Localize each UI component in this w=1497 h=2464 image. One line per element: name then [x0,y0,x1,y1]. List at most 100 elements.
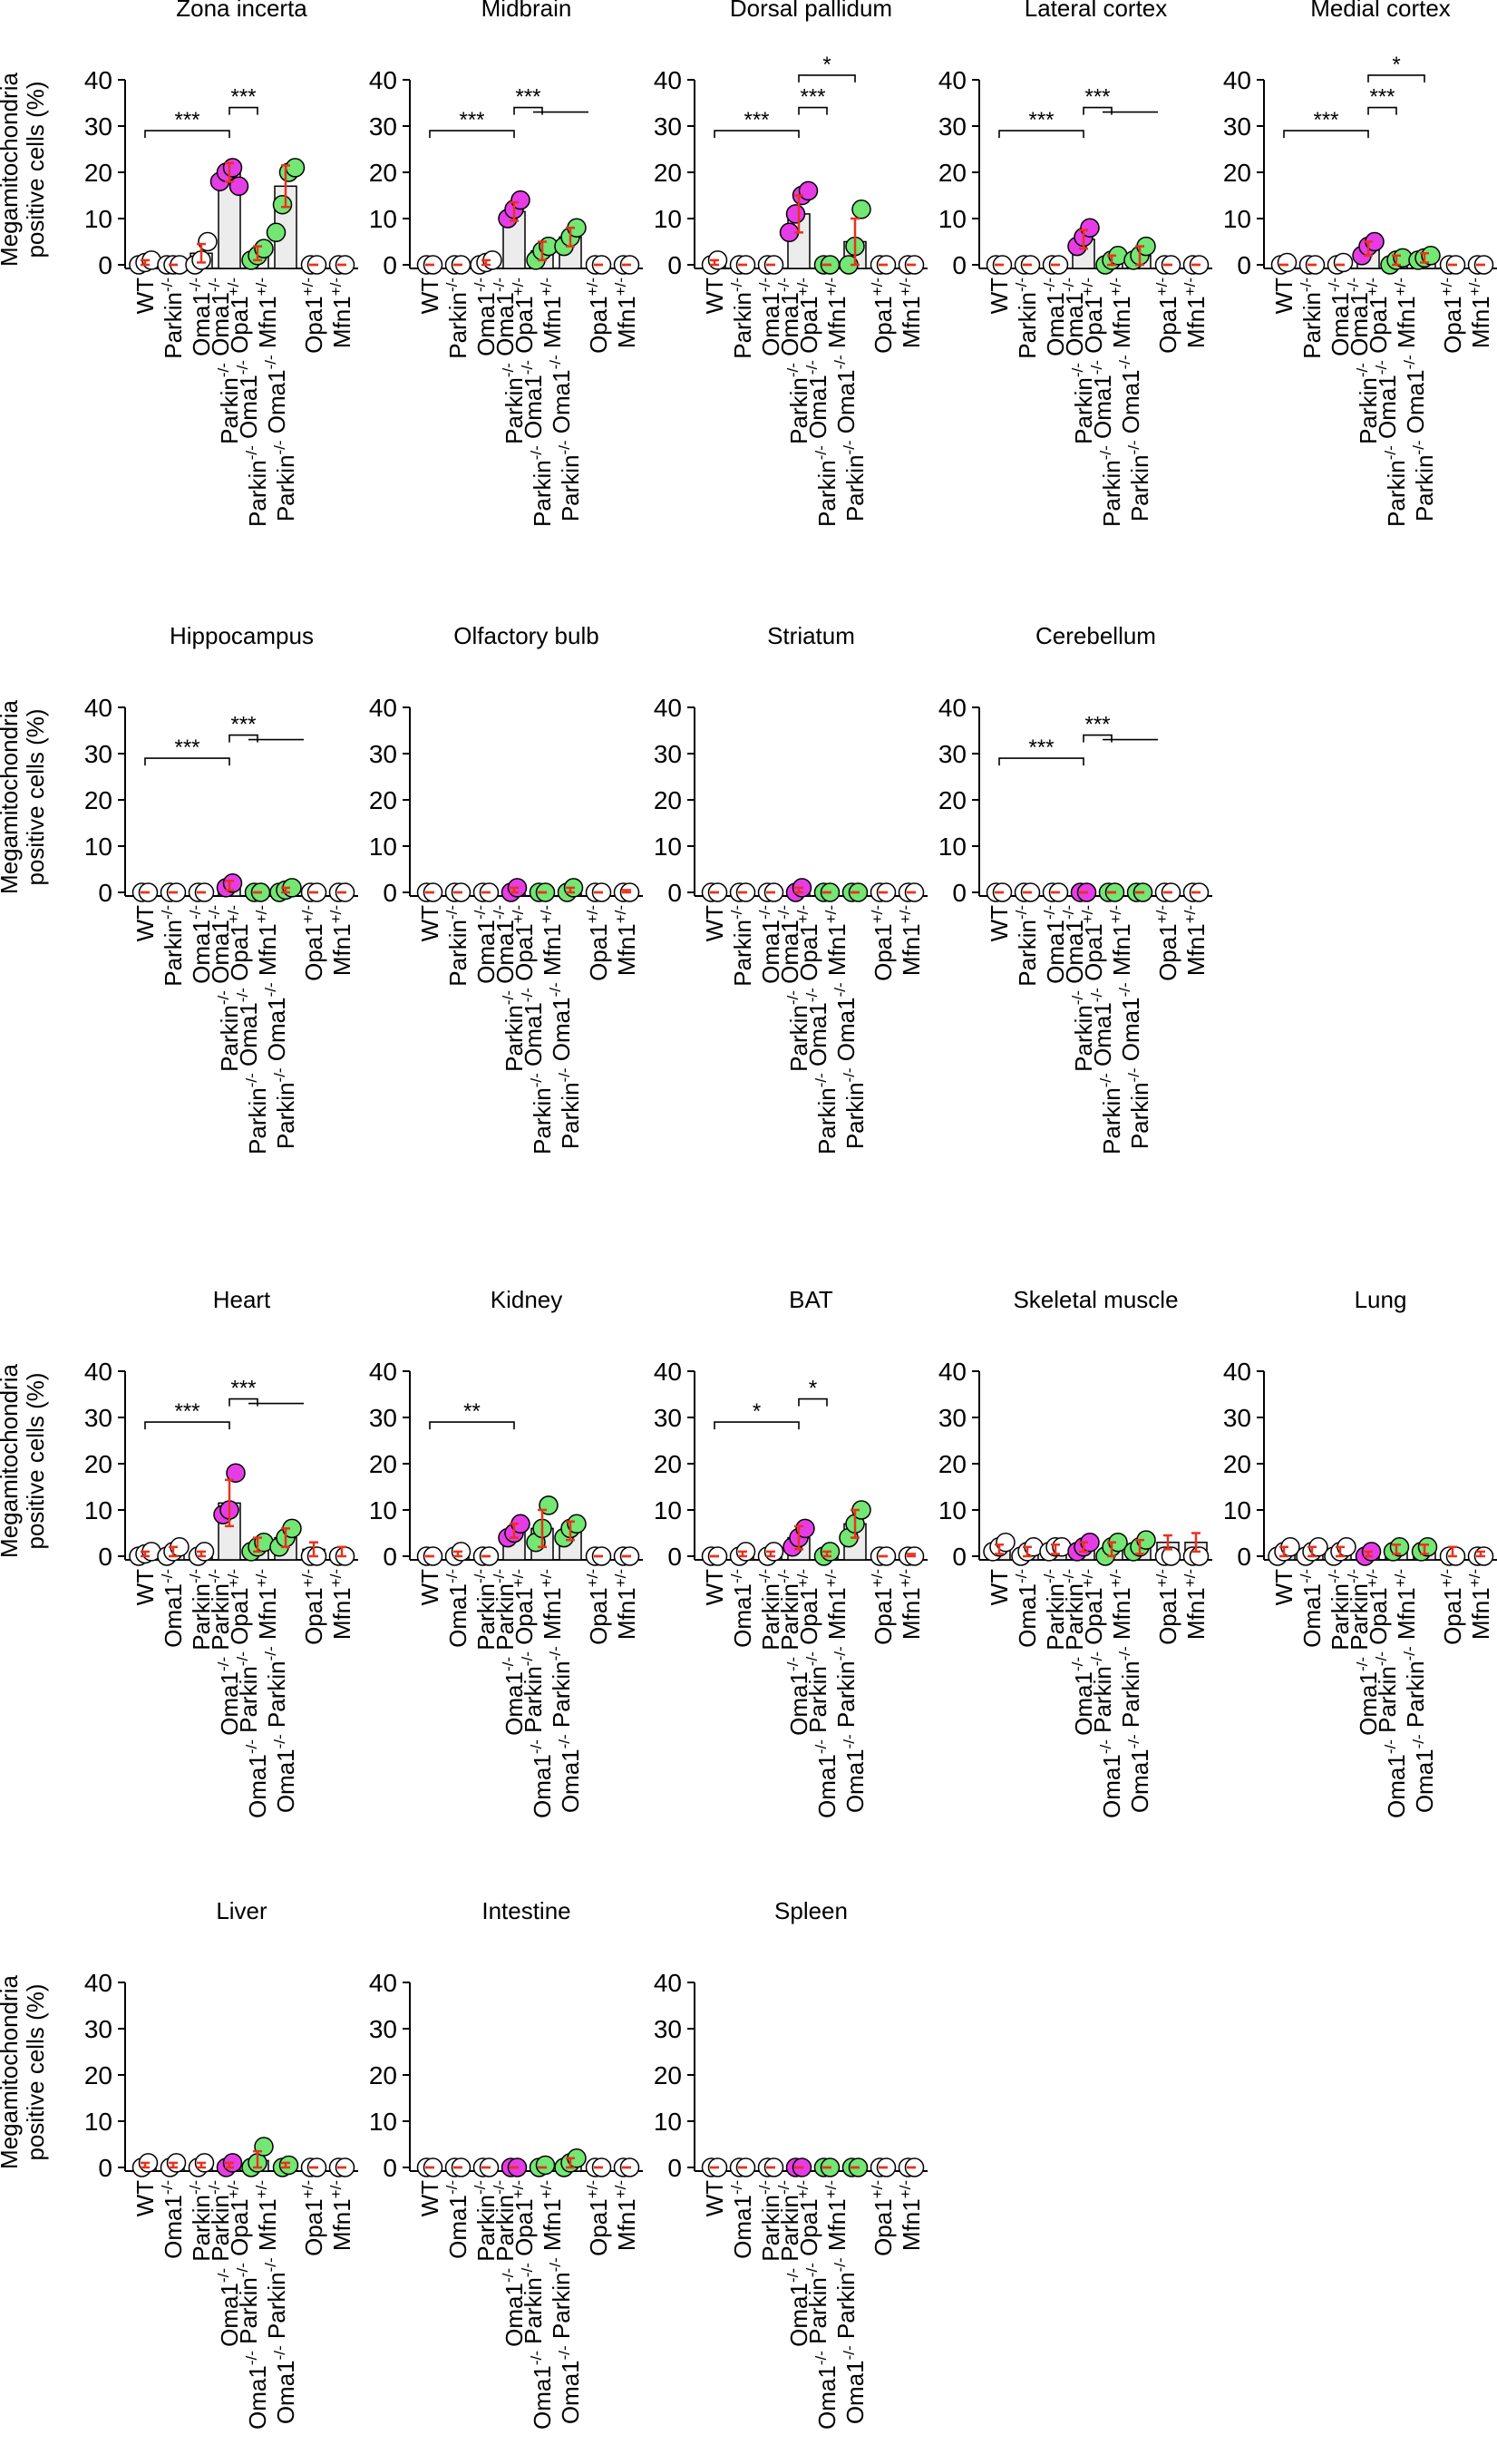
x-tick-label-superscript: +/- [612,905,629,923]
x-tick-label: Oma1-/- Parkin-/- [775,1569,812,1736]
x-tick-label-text: Mfn1 [254,1587,281,1646]
y-tick-label: 20 [84,159,112,187]
significance-bracket [798,74,856,83]
y-tick-label: 30 [369,740,397,768]
x-tick-label-superscript: -/- [784,990,802,1005]
x-tick-label-superscript: -/- [443,278,461,292]
x-tick-label-superscript: -/- [271,1734,288,1748]
chart-title: Medial cortex [1310,0,1451,22]
x-tick-label-superscript: -/- [500,2268,517,2283]
x-tick-label-text: Mfn1 [1467,1587,1494,1640]
y-tick-label: 10 [938,205,967,233]
x-tick-label-text: Opa1 [226,923,253,988]
x-tick-label: Parkin-/- [1298,278,1326,359]
x-tick-label-superscript: +/- [1466,1569,1483,1587]
x-tick-label: Opa1+/- [584,1569,612,1645]
x-tick-label-superscript: -/- [803,360,821,375]
x-tick-label-text: Parkin [160,920,187,987]
x-tick-label-text: Oma1 [1411,1748,1438,1813]
y-tick-label: 20 [369,786,397,814]
x-tick-label: Parkin-/- Oma1-/- Mfn1+/- [538,905,584,1149]
x-tick-label-superscript: -/- [728,905,745,920]
x-tick-label: WT [416,905,443,942]
x-tick-label-text: Oma1 [501,2283,528,2347]
x-tick-label-superscript: -/- [784,363,802,377]
x-tick-label: Oma1-/- Parkin-/- Mfn1+/- [1107,1569,1153,1813]
x-tick-label-text: Oma1 [244,1754,271,1818]
x-tick-label-text: Parkin [1327,1583,1354,1651]
y-tick-label: 0 [667,1543,682,1571]
y-axis-label-line1: Megamitochondria [0,1364,23,1558]
x-tick-label: Mfn1+/- [1181,278,1210,348]
x-tick-label-superscript: -/- [206,905,223,920]
x-tick-label-superscript: -/- [519,1651,536,1666]
x-tick-label-text: Opa1 [1365,1587,1392,1651]
x-tick-label-text: Parkin [548,2272,575,2345]
data-point [272,194,293,215]
chart-title: Kidney [491,1286,563,1313]
x-tick-label-text: Oma1 [776,920,803,990]
x-tick-label: Oma1-/- Parkin-/- Mfn1+/- [1392,1569,1438,1813]
x-tick-label-text: Oma1 [188,292,215,356]
x-tick-label-text: Parkin [1402,1661,1429,1734]
significance-bracket [144,130,230,139]
data-point [254,239,274,258]
y-tick-label: 30 [1223,1404,1251,1432]
x-tick-label-superscript: +/- [822,278,840,296]
chart-title: Lateral cortex [1025,0,1168,22]
x-tick-label-superscript: -/- [831,2257,849,2272]
x-tick-label-text: Opa1 [226,296,253,360]
x-tick-label-text: Parkin [832,2272,860,2345]
x-tick-label-superscript: -/- [519,360,536,375]
x-tick-label: Oma1-/- [756,905,784,984]
x-tick-label-superscript: -/- [841,440,858,454]
x-tick-label-superscript: -/- [1060,905,1077,920]
x-tick-label-superscript: -/- [443,2180,461,2195]
x-tick-label: Oma1-/- Parkin-/- Opa1+/- [510,1569,556,1818]
x-tick-label-superscript: +/- [1079,278,1096,296]
x-tick-label-text: Parkin [1089,1666,1116,1739]
x-tick-label: Parkin-/- Oma1-/- Mfn1+/- [253,905,299,1149]
x-tick-label: Oma1-/- [728,1569,756,1648]
significance-label: *** [744,108,769,132]
x-tick-label-text: Mfn1 [539,923,566,982]
x-tick-label-text: Opa1 [795,923,822,988]
x-tick-label-superscript: -/- [519,988,536,1002]
significance-label: *** [1084,85,1110,110]
x-tick-label-superscript: +/- [794,1569,812,1587]
y-tick-label: 10 [938,1496,967,1524]
x-tick-label-superscript: -/- [491,905,508,920]
x-tick-label-text: Parkin [188,1583,215,1651]
x-tick-label-superscript: -/- [215,1657,232,1671]
x-tick-label: Opa1+/- [869,2180,897,2256]
y-tick-label: 20 [654,1450,682,1478]
x-tick-label-text: Oma1 [729,1583,756,1648]
x-tick-label-text: Parkin [729,292,756,359]
y-axis-label-row-2: Megamitochondria positive cells (%) [0,1364,49,1558]
x-tick-label-text: Oma1 [216,2283,243,2347]
x-tick-label-text: Oma1 [804,1002,831,1073]
x-tick-label-superscript: +/- [897,278,914,296]
x-tick-label-superscript: -/- [812,1739,830,1754]
x-tick-label: Mfn1+/- [1466,278,1494,348]
x-tick-label-text: Oma1 [520,375,547,445]
chart-title: Olfactory bulb [453,622,598,649]
significance-label: *** [1313,108,1338,132]
x-tick-label-superscript: -/- [775,278,792,292]
x-tick-label: WT [416,2180,443,2217]
x-tick-label-superscript: -/- [471,905,489,920]
x-tick-label: Mfn1+/- [612,905,640,976]
x-tick-label: Parkin-/- [1326,1569,1354,1651]
x-tick-label-text: WT [131,1569,159,1606]
x-tick-label-text: Mfn1 [898,2198,925,2251]
y-tick-label: 20 [938,786,967,814]
x-tick-label-text: Parkin [235,1666,262,1739]
y-tick-label: 20 [369,159,397,187]
chart-title: Intestine [481,1897,570,1924]
x-tick-label: Parkin-/- [159,278,187,359]
x-tick-label: Oma1-/- Parkin-/- Mfn1+/- [538,2180,584,2424]
x-tick-label-text: Parkin [1117,1661,1144,1734]
x-tick-label-superscript: +/- [869,905,886,923]
